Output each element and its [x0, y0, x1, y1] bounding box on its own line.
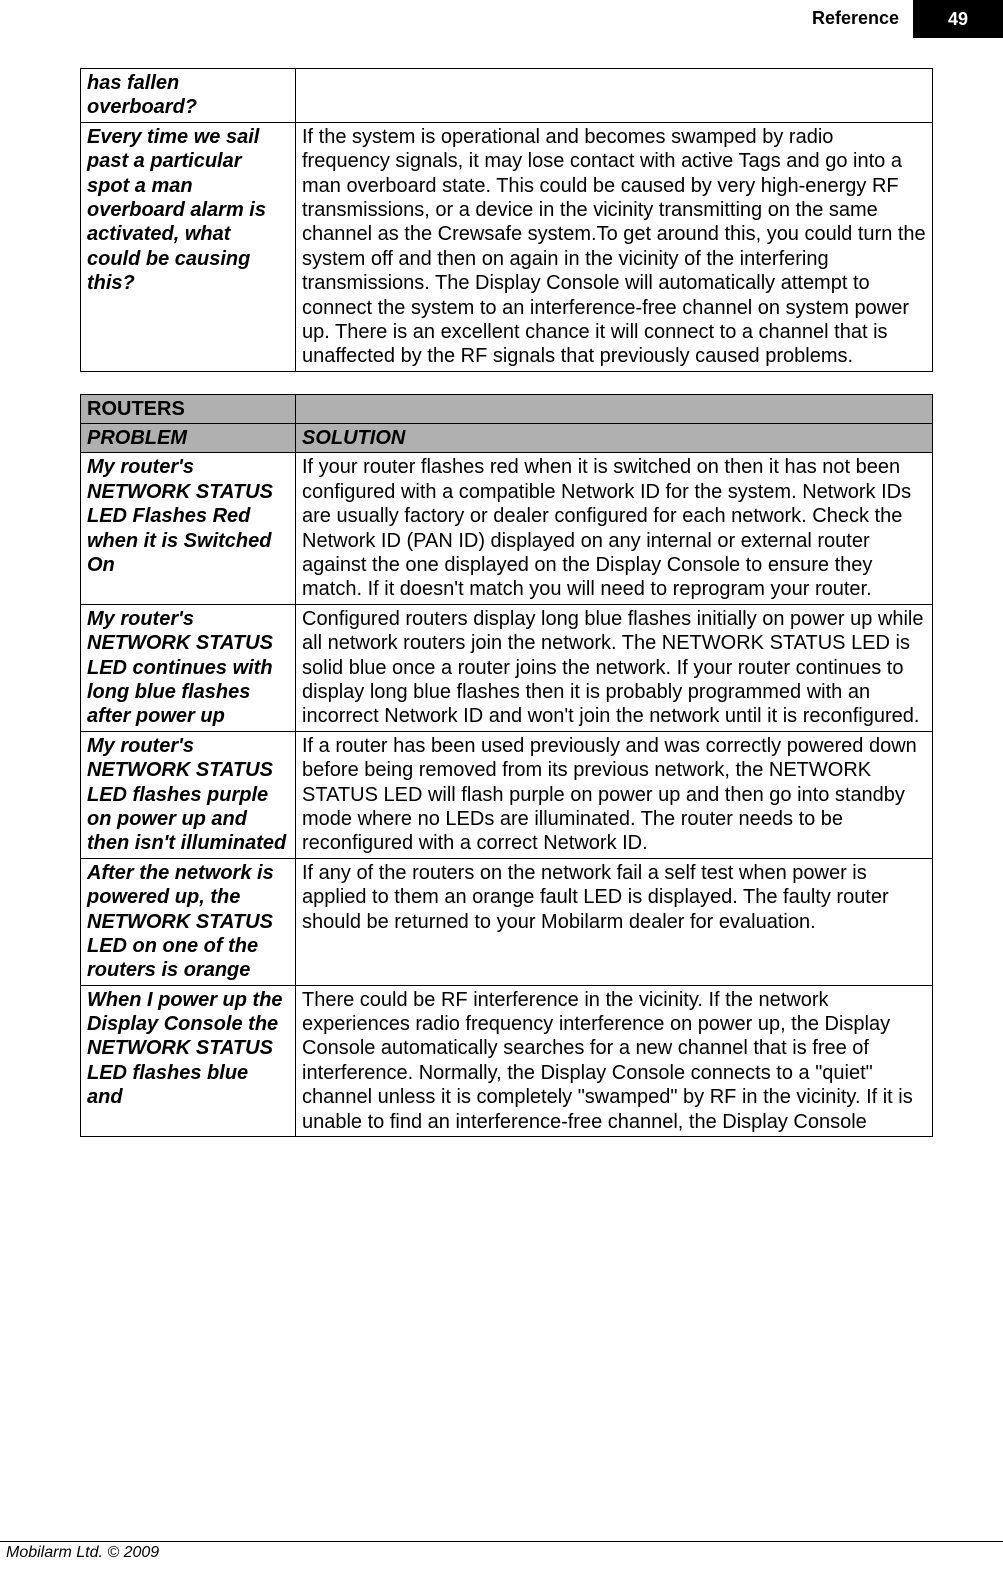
- solution-cell: If your router flashes red when it is sw…: [296, 453, 933, 604]
- problem-cell: has fallen overboard?: [81, 69, 296, 123]
- problem-cell: Every time we sail past a particular spo…: [81, 122, 296, 371]
- section-header-row: ROUTERS: [81, 394, 933, 423]
- page: Reference 49 has fallen overboard? Every…: [0, 0, 1003, 1576]
- page-header: Reference 49: [0, 0, 1003, 40]
- troubleshooting-table-1: has fallen overboard? Every time we sail…: [80, 68, 933, 372]
- solution-cell: If the system is operational and becomes…: [296, 122, 933, 371]
- table-row: After the network is powered up, the NET…: [81, 858, 933, 985]
- table-row: has fallen overboard?: [81, 69, 933, 123]
- section-title: Reference: [812, 8, 899, 29]
- page-footer: Mobilarm Ltd. © 2009: [0, 1541, 1003, 1562]
- column-header-solution: SOLUTION: [296, 424, 933, 453]
- problem-cell: My router's NETWORK STATUS LED continues…: [81, 604, 296, 731]
- solution-cell: If any of the routers on the network fai…: [296, 858, 933, 985]
- table-row: When I power up the Display Console the …: [81, 985, 933, 1136]
- column-header-row: PROBLEM SOLUTION: [81, 424, 933, 453]
- solution-cell: There could be RF interference in the vi…: [296, 985, 933, 1136]
- page-content: has fallen overboard? Every time we sail…: [0, 68, 1003, 1137]
- column-header-problem: PROBLEM: [81, 424, 296, 453]
- table-row: My router's NETWORK STATUS LED continues…: [81, 604, 933, 731]
- copyright-text: Mobilarm Ltd. © 2009: [6, 1544, 159, 1561]
- troubleshooting-table-2: ROUTERS PROBLEM SOLUTION My router's NET…: [80, 394, 933, 1137]
- problem-cell: My router's NETWORK STATUS LED flashes p…: [81, 731, 296, 858]
- solution-cell: If a router has been used previously and…: [296, 731, 933, 858]
- table-row: My router's NETWORK STATUS LED flashes p…: [81, 731, 933, 858]
- section-header-cell: ROUTERS: [81, 394, 296, 423]
- table-row: Every time we sail past a particular spo…: [81, 122, 933, 371]
- table-row: My router's NETWORK STATUS LED Flashes R…: [81, 453, 933, 604]
- solution-cell: [296, 69, 933, 123]
- page-number: 49: [913, 0, 1003, 38]
- problem-cell: After the network is powered up, the NET…: [81, 858, 296, 985]
- problem-cell: When I power up the Display Console the …: [81, 985, 296, 1136]
- table-spacer: [80, 372, 933, 394]
- section-header-empty: [296, 394, 933, 423]
- solution-cell: Configured routers display long blue fla…: [296, 604, 933, 731]
- problem-cell: My router's NETWORK STATUS LED Flashes R…: [81, 453, 296, 604]
